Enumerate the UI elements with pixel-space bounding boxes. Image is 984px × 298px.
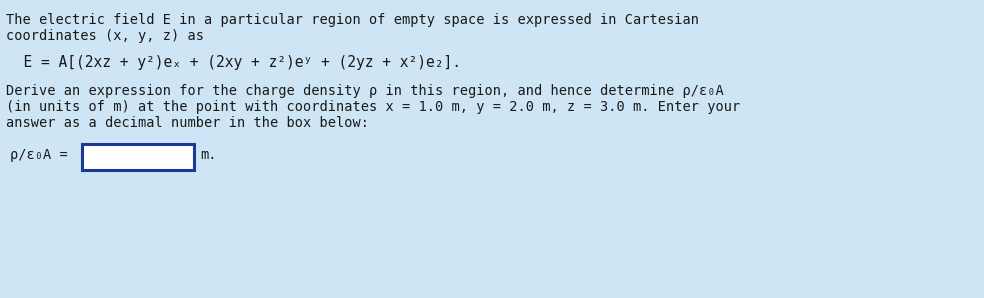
- Text: coordinates (x, y, z) as: coordinates (x, y, z) as: [6, 30, 204, 44]
- Text: ρ/ε₀A =: ρ/ε₀A =: [10, 148, 68, 162]
- Text: Derive an expression for the charge density ρ in this region, and hence determin: Derive an expression for the charge dens…: [6, 84, 724, 98]
- Text: m.: m.: [200, 148, 216, 162]
- FancyBboxPatch shape: [82, 144, 194, 170]
- Text: (in units of m) at the point with coordinates x = 1.0 m, y = 2.0 m, z = 3.0 m. E: (in units of m) at the point with coordi…: [6, 100, 740, 114]
- Text: The electric field E in a particular region of empty space is expressed in Carte: The electric field E in a particular reg…: [6, 13, 699, 27]
- Text: E = A[(2xz + y²)eₓ + (2xy + z²)eʸ + (2yz + x²)e₂].: E = A[(2xz + y²)eₓ + (2xy + z²)eʸ + (2yz…: [6, 55, 461, 70]
- Text: answer as a decimal number in the box below:: answer as a decimal number in the box be…: [6, 116, 369, 130]
